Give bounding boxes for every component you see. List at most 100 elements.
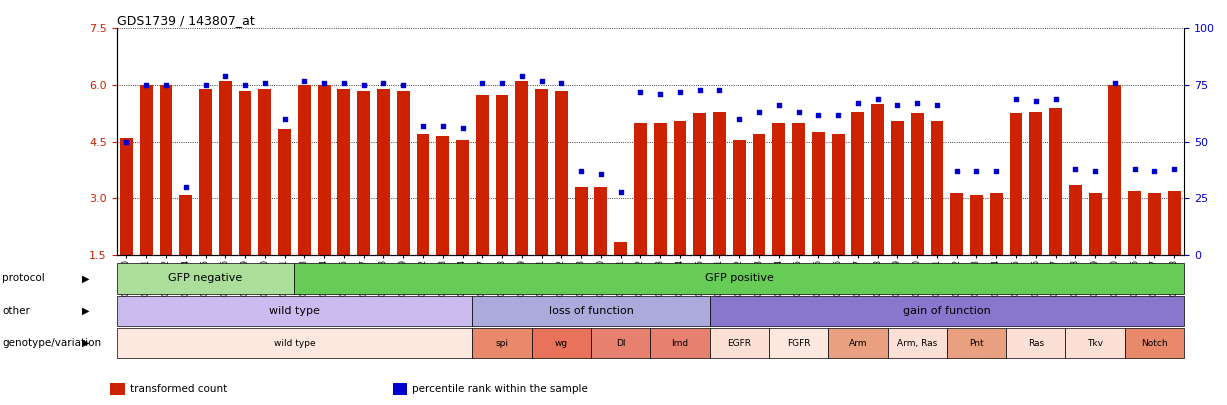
Bar <box>930 121 944 255</box>
Point <box>156 82 175 88</box>
Point <box>255 79 275 86</box>
Point <box>789 109 809 115</box>
Bar <box>871 104 885 255</box>
Bar <box>160 85 173 255</box>
Text: GDS1739 / 143807_at: GDS1739 / 143807_at <box>117 14 254 27</box>
Point <box>195 82 216 88</box>
Point <box>394 82 413 88</box>
Bar <box>218 81 232 255</box>
Point <box>1125 166 1145 172</box>
Bar <box>832 134 844 255</box>
Bar <box>535 89 548 255</box>
Text: Arm: Arm <box>849 339 867 348</box>
Point <box>453 125 472 131</box>
Bar <box>120 138 133 255</box>
Text: other: other <box>2 306 31 316</box>
Bar <box>456 140 469 255</box>
Text: ▶: ▶ <box>82 273 90 283</box>
Point <box>551 79 571 86</box>
Text: wild type: wild type <box>269 306 320 316</box>
Text: Dl: Dl <box>616 339 626 348</box>
Point <box>314 79 334 86</box>
Bar <box>279 128 291 255</box>
Point <box>670 89 690 95</box>
Bar <box>1029 111 1042 255</box>
Point <box>867 96 887 102</box>
Point <box>1045 96 1065 102</box>
Point <box>492 79 512 86</box>
Point <box>1065 166 1085 172</box>
Point <box>887 102 907 109</box>
Point <box>117 139 136 145</box>
Bar <box>318 85 330 255</box>
Bar <box>594 187 607 255</box>
Point <box>1085 168 1104 175</box>
Point <box>373 79 393 86</box>
Point <box>828 111 848 118</box>
Bar <box>693 113 707 255</box>
Point <box>907 100 926 107</box>
Text: EGFR: EGFR <box>728 339 751 348</box>
Point <box>136 82 156 88</box>
Point <box>650 91 670 97</box>
Point <box>353 82 373 88</box>
Text: ▶: ▶ <box>82 338 90 348</box>
Text: Notch: Notch <box>1141 339 1168 348</box>
Bar <box>990 193 1002 255</box>
Bar <box>377 89 390 255</box>
Point <box>729 116 748 122</box>
Point <box>928 102 947 109</box>
Bar <box>179 195 193 255</box>
Bar <box>910 113 924 255</box>
Bar <box>298 85 310 255</box>
Bar <box>1010 113 1022 255</box>
Point <box>848 100 867 107</box>
Bar <box>476 94 488 255</box>
Bar <box>574 187 588 255</box>
Bar <box>437 136 449 255</box>
Point <box>967 168 987 175</box>
Bar <box>891 121 904 255</box>
Text: Arm, Ras: Arm, Ras <box>897 339 937 348</box>
Point <box>987 168 1006 175</box>
Bar <box>852 111 864 255</box>
Bar <box>1168 191 1180 255</box>
Bar <box>357 91 371 255</box>
Bar <box>752 134 766 255</box>
Bar <box>1069 185 1082 255</box>
Bar <box>674 121 686 255</box>
Bar <box>1088 193 1102 255</box>
Text: Imd: Imd <box>671 339 688 348</box>
Bar <box>555 91 568 255</box>
Bar <box>1108 85 1121 255</box>
Text: Ras: Ras <box>1028 339 1044 348</box>
Point <box>1006 96 1026 102</box>
Bar <box>950 193 963 255</box>
Point <box>769 102 789 109</box>
Point <box>947 168 967 175</box>
Bar <box>259 89 271 255</box>
Point <box>709 86 729 93</box>
Bar <box>713 111 726 255</box>
Text: GFP negative: GFP negative <box>168 273 243 283</box>
Text: genotype/variation: genotype/variation <box>2 338 102 348</box>
Text: FGFR: FGFR <box>787 339 810 348</box>
Text: wg: wg <box>555 339 568 348</box>
Point <box>1106 79 1125 86</box>
Point <box>631 89 650 95</box>
Text: wild type: wild type <box>274 339 315 348</box>
Text: loss of function: loss of function <box>548 306 633 316</box>
Bar <box>1049 108 1063 255</box>
Point <box>591 170 611 177</box>
Point <box>512 73 531 79</box>
Bar <box>971 195 983 255</box>
Text: ▶: ▶ <box>82 306 90 316</box>
Point <box>216 73 236 79</box>
Point <box>572 168 591 175</box>
Bar <box>416 134 429 255</box>
Bar <box>1128 191 1141 255</box>
Point <box>472 79 492 86</box>
Bar <box>615 242 627 255</box>
Text: transformed count: transformed count <box>130 384 227 394</box>
Bar <box>1148 193 1161 255</box>
